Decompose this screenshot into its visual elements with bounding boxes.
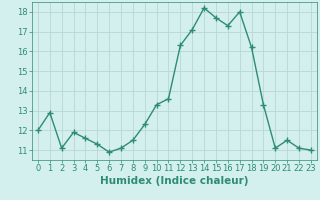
X-axis label: Humidex (Indice chaleur): Humidex (Indice chaleur) — [100, 176, 249, 186]
